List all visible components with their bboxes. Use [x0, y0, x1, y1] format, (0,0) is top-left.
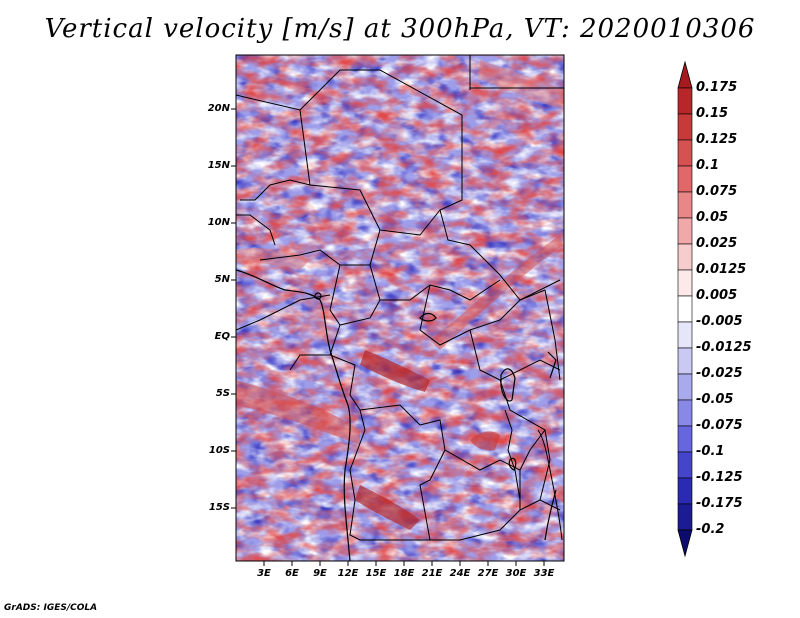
- lon-label-6e: 6E: [285, 568, 299, 579]
- lat-label-15n: 15N: [207, 160, 230, 171]
- colorbar-segment: [677, 321, 693, 349]
- colorbar-segment: [677, 451, 693, 479]
- colorbar-segment: [677, 347, 693, 375]
- colorbar-label: 0.15: [696, 106, 729, 121]
- lon-label-9e: 9E: [313, 568, 327, 579]
- colorbar-label: 0.025: [696, 236, 738, 251]
- map-frame: [235, 54, 565, 562]
- colorbar-segment: [677, 191, 693, 219]
- lon-label-27e: 27E: [477, 568, 499, 579]
- colorbar-label: 0.005: [696, 288, 738, 303]
- lat-label-15s: 15S: [208, 502, 230, 513]
- colorbar-segment: [677, 243, 693, 271]
- lon-label-12e: 12E: [337, 568, 359, 579]
- footer-credit: GrADS: IGES/COLA: [4, 603, 98, 613]
- colorbar-label: 0.1: [696, 158, 720, 173]
- colorbar-segment: [677, 113, 693, 141]
- lat-label-10n: 10N: [207, 217, 230, 228]
- colorbar-segment: [677, 477, 693, 505]
- colorbar-segment: [677, 139, 693, 167]
- colorbar-segment: [677, 373, 693, 401]
- colorbar-label: 0.075: [696, 184, 738, 199]
- colorbar-label: 0.05: [696, 210, 729, 225]
- colorbar-segment: [677, 165, 693, 193]
- colorbar-segment: [677, 503, 693, 531]
- colorbar-label: -0.1: [696, 444, 725, 459]
- colorbar-label: -0.005: [696, 314, 743, 329]
- colorbar-label: 0.175: [696, 80, 738, 95]
- colorbar: [677, 60, 693, 558]
- lon-label-3e: 3E: [257, 568, 271, 579]
- colorbar-label: 0.0125: [696, 262, 747, 277]
- colorbar-label: 0.125: [696, 132, 738, 147]
- lon-label-21e: 21E: [421, 568, 443, 579]
- colorbar-label: -0.05: [696, 392, 734, 407]
- chart-title: Vertical velocity [m/s] at 300hPa, VT: 2…: [44, 14, 756, 44]
- colorbar-segment: [677, 217, 693, 245]
- lat-label-10s: 10S: [208, 445, 230, 456]
- colorbar-label: -0.175: [696, 496, 743, 511]
- lat-label-eq: EQ: [214, 331, 230, 342]
- coastline: [236, 269, 557, 561]
- colorbar-label: -0.2: [696, 522, 725, 537]
- colorbar-segment: [677, 87, 693, 115]
- lat-label-5s: 5S: [215, 388, 230, 399]
- lon-label-33e: 33E: [533, 568, 555, 579]
- lat-label-5n: 5N: [214, 274, 230, 285]
- lon-label-30e: 30E: [505, 568, 527, 579]
- lon-label-24e: 24E: [449, 568, 471, 579]
- lon-label-18e: 18E: [393, 568, 415, 579]
- lat-label-20n: 20N: [207, 103, 230, 114]
- colorbar-top-arrow: [677, 60, 693, 89]
- colorbar-label: -0.025: [696, 366, 743, 381]
- lon-label-15e: 15E: [365, 568, 387, 579]
- colorbar-label: -0.125: [696, 470, 743, 485]
- colorbar-bottom-arrow: [677, 529, 693, 558]
- colorbar-segment: [677, 425, 693, 453]
- colorbar-label: -0.0125: [696, 340, 752, 355]
- colorbar-label: -0.075: [696, 418, 743, 433]
- colorbar-segment: [677, 399, 693, 427]
- country-borders: [236, 55, 564, 541]
- colorbar-segment: [677, 295, 693, 323]
- colorbar-segment: [677, 269, 693, 297]
